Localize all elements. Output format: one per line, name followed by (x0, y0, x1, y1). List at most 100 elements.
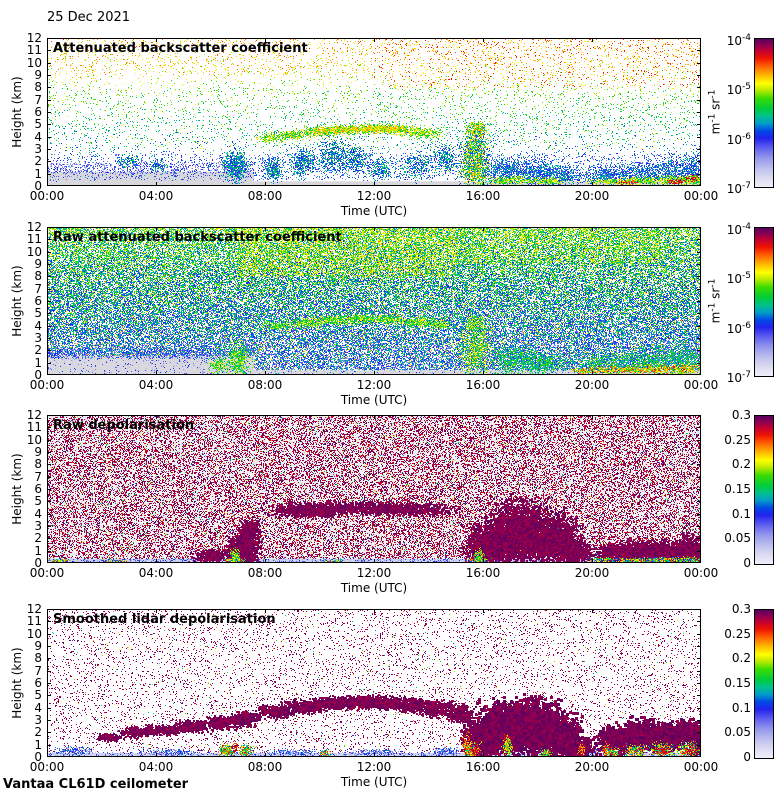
colorbar-tick-label: 0 (743, 750, 751, 764)
x-tick-label: 16:00 (465, 760, 501, 774)
x-axis-label: Time (UTC) (340, 393, 408, 407)
x-tick-label: 04:00 (138, 189, 174, 203)
y-tick-label: 5 (34, 688, 42, 703)
y-tick-label: 9 (34, 639, 42, 653)
y-tick-label: 2 (34, 531, 42, 546)
y-tick-label: 4 (34, 700, 42, 715)
y-tick-label: 10 (26, 432, 42, 447)
x-tick-label: 20:00 (574, 566, 610, 580)
x-tick-label: 00:00 (29, 378, 65, 392)
colorbar (754, 227, 774, 377)
y-tick-label: 2 (34, 725, 42, 740)
colorbar-tick-label: 0.3 (731, 408, 751, 422)
colorbar-tick-label: 10-4 (726, 33, 751, 48)
smoothed-lidar-depolarisation-heatmap-canvas (47, 609, 701, 757)
y-tick-label: 4 (34, 318, 42, 333)
y-tick-label: 1 (34, 355, 42, 370)
x-tick-label: 00:00 (29, 566, 65, 580)
y-tick-label: 11 (26, 420, 42, 435)
colorbar-tick-label: 0.3 (731, 602, 751, 616)
panel-smoothed-lidar-depolarisation: Smoothed lidar depolarisation Time (UTC)… (10, 602, 774, 789)
y-tick-label: 2 (34, 154, 42, 169)
y-tick-label: 7 (34, 663, 42, 678)
x-tick-label: 00:00 (29, 760, 65, 774)
y-tick-label: 11 (26, 43, 42, 58)
y-tick-label: 0 (34, 179, 42, 193)
x-tick-label: 00:00 (29, 189, 65, 203)
y-tick-label: 12 (26, 220, 42, 234)
y-tick-label: 10 (26, 244, 42, 259)
colorbar-tick-label: 10-6 (726, 131, 751, 147)
y-tick-label: 4 (34, 506, 42, 521)
y-tick-label: 10 (26, 626, 42, 641)
x-tick-label: 16:00 (465, 378, 501, 392)
x-tick-label: 08:00 (247, 760, 283, 774)
x-axis-label: Time (UTC) (340, 581, 408, 595)
panel-title: Raw depolarisation (53, 418, 195, 433)
colorbar-tick-label: 0.1 (731, 506, 751, 521)
panel-title: Attenuated backscatter coefficient (53, 41, 308, 56)
colorbar-tick-label: 10-7 (726, 370, 751, 385)
x-tick-label: 00:00 (683, 566, 719, 580)
x-tick-label: 12:00 (356, 760, 392, 774)
x-tick-label: 20:00 (574, 189, 610, 203)
y-tick-label: 1 (34, 737, 42, 752)
colorbar-tick-label: 0 (743, 556, 751, 570)
y-tick-label: 0 (34, 750, 42, 764)
panel-raw-depolarisation: Raw depolarisation Time (UTC) Height (km… (10, 408, 774, 595)
colorbar-tick-label: 10-5 (726, 82, 751, 98)
panel-attenuated-backscatter: Attenuated backscatter coefficient Time … (10, 31, 774, 218)
colorbar-tick-label: 0.05 (724, 725, 751, 740)
x-tick-label: 16:00 (465, 566, 501, 580)
y-tick-label: 9 (34, 445, 42, 459)
colorbar-tick-label: 0.15 (724, 482, 751, 496)
colorbar-tick-label: 0.25 (724, 432, 751, 447)
colorbar (754, 609, 774, 759)
y-tick-label: 1 (34, 543, 42, 558)
colorbar-gradient (755, 610, 773, 758)
y-tick-label: 11 (26, 232, 42, 247)
y-tick-label: 1 (34, 166, 42, 181)
y-tick-label: 7 (34, 92, 42, 107)
panel-raw-attenuated-backscatter: Raw attenuated backscatter coefficient T… (10, 220, 774, 407)
y-tick-label: 7 (34, 281, 42, 296)
colorbar-gradient (755, 416, 773, 564)
x-axis-label: Time (UTC) (340, 204, 408, 218)
y-tick-label: 8 (34, 80, 42, 95)
colorbar-gradient (755, 39, 773, 187)
colorbar-tick-label: 10-4 (726, 222, 751, 237)
attenuated-backscatter-heatmap-canvas (47, 38, 701, 186)
raw-depolarisation-heatmap-canvas (47, 415, 701, 563)
colorbar-tick-label: 0.05 (724, 531, 751, 546)
y-tick-label: 11 (26, 614, 42, 629)
y-tick-label: 3 (34, 142, 42, 156)
colorbar-tick-label: 0.25 (724, 626, 751, 641)
y-tick-label: 8 (34, 651, 42, 666)
x-tick-label: 08:00 (247, 566, 283, 580)
colorbar-gradient (755, 228, 773, 376)
y-tick-label: 3 (34, 331, 42, 345)
x-axis-label: Time (UTC) (340, 775, 408, 789)
y-tick-label: 6 (34, 294, 42, 308)
x-tick-label: 08:00 (247, 189, 283, 203)
y-tick-label: 10 (26, 55, 42, 70)
y-tick-label: 0 (34, 556, 42, 570)
y-tick-label: 8 (34, 457, 42, 472)
y-tick-label: 3 (34, 713, 42, 727)
colorbar-tick-label: 10-7 (726, 181, 751, 196)
x-tick-label: 08:00 (247, 378, 283, 392)
y-tick-label: 7 (34, 469, 42, 484)
colorbar-tick-label: 10-6 (726, 320, 751, 336)
colorbar (754, 38, 774, 188)
date-label: 25 Dec 2021 (47, 10, 131, 25)
y-tick-label: 6 (34, 676, 42, 690)
x-tick-label: 04:00 (138, 378, 174, 392)
instrument-label: Vantaa CL61D ceilometer (3, 777, 189, 792)
panel-title: Raw attenuated backscatter coefficient (53, 230, 342, 245)
colorbar (754, 415, 774, 565)
y-tick-label: 12 (26, 408, 42, 422)
x-tick-label: 00:00 (683, 760, 719, 774)
x-tick-label: 04:00 (138, 566, 174, 580)
y-tick-label: 5 (34, 117, 42, 132)
